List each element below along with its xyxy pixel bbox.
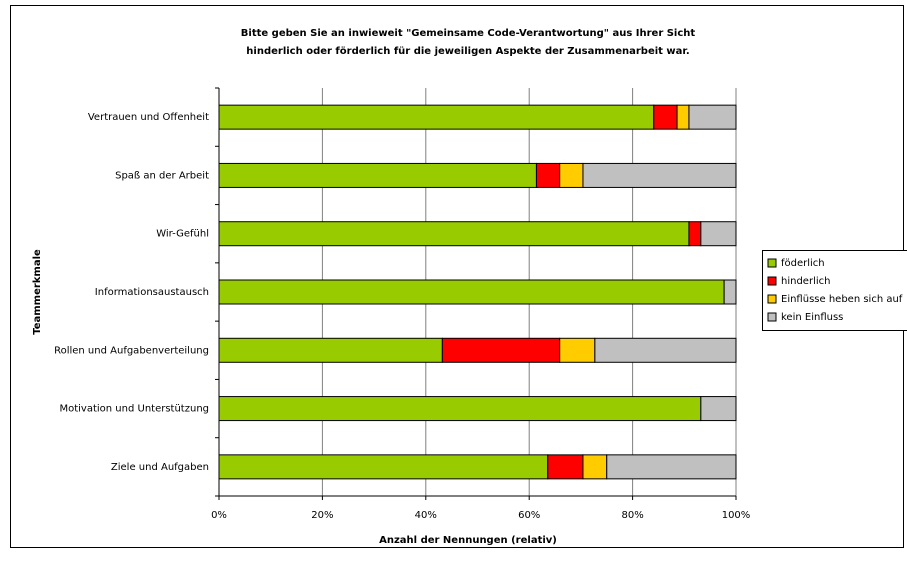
y-tick-label: Spaß an der Arbeit — [115, 170, 209, 181]
x-tick-label: 100% — [722, 510, 751, 521]
x-tick-label: 40% — [415, 510, 437, 521]
x-tick-label: 60% — [518, 510, 540, 521]
bar-segment — [219, 280, 724, 304]
legend-label: Einflüsse heben sich auf — [781, 294, 903, 305]
y-tick-label: Ziele und Aufgaben — [111, 462, 209, 473]
y-tick-label: Motivation und Unterstützung — [59, 404, 209, 415]
bar-segment — [548, 455, 583, 479]
x-axis-label: Anzahl der Nennungen (relativ) — [379, 535, 557, 546]
y-tick-label: Vertrauen und Offenheit — [88, 112, 209, 123]
bar-segment — [219, 163, 536, 187]
y-axis-label: Teammerkmale — [32, 249, 43, 335]
legend-swatch — [768, 277, 776, 285]
bar-segment — [219, 338, 442, 362]
bar-segment — [583, 163, 736, 187]
bar-segment — [724, 280, 736, 304]
bar-segment — [595, 338, 736, 362]
bar-segment — [219, 397, 701, 421]
bar-segment — [442, 338, 559, 362]
bar-segment — [219, 222, 689, 246]
chart-title: Bitte geben Sie an inwieweit "Gemeinsame… — [241, 28, 696, 39]
bar-segment — [607, 455, 736, 479]
chart-title: hinderlich oder förderlich für die jewei… — [246, 46, 689, 57]
bar-segment — [560, 338, 595, 362]
bar-segment — [689, 105, 736, 129]
bar-segment — [536, 163, 559, 187]
bar-segment — [677, 105, 689, 129]
legend-label: hinderlich — [781, 276, 830, 287]
y-tick-label: Informationsaustausch — [95, 287, 209, 298]
bar-segment — [219, 105, 654, 129]
bar-segment — [219, 455, 548, 479]
y-tick-label: Wir-Gefühl — [156, 229, 209, 240]
bar-segment — [583, 455, 607, 479]
legend-swatch — [768, 259, 776, 267]
bar-segment — [560, 163, 583, 187]
bar-segment — [689, 222, 701, 246]
x-tick-label: 20% — [311, 510, 333, 521]
x-tick-label: 0% — [211, 510, 227, 521]
y-tick-label: Rollen und Aufgabenverteilung — [54, 345, 209, 356]
bar-segment — [701, 397, 736, 421]
legend-label: kein Einfluss — [781, 312, 843, 323]
bar-segment — [654, 105, 677, 129]
bar-segment — [701, 222, 736, 246]
legend-swatch — [768, 295, 776, 303]
legend-swatch — [768, 313, 776, 321]
legend-label: föderlich — [781, 258, 825, 269]
x-tick-label: 80% — [621, 510, 643, 521]
